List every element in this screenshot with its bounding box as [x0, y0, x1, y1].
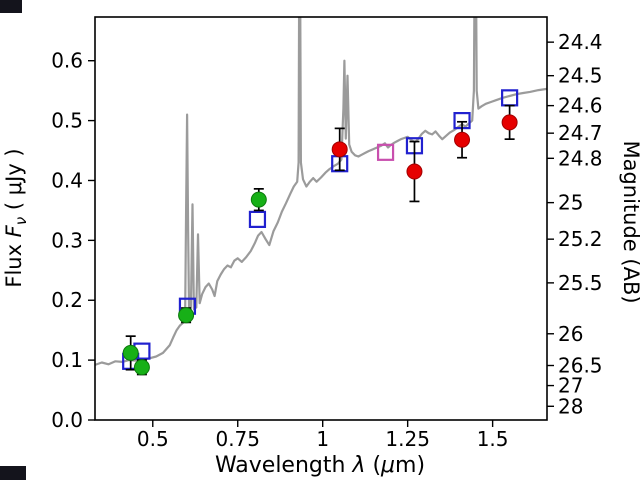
mag-tick-label: 28 [558, 394, 583, 418]
y-tick-label-left: 0.2 [51, 288, 83, 312]
mag-tick-label: 25.2 [558, 227, 603, 251]
mag-tick-label: 26 [558, 322, 583, 346]
y-tick-label-left: 0.4 [51, 168, 83, 192]
flux-symbol: F [1, 225, 26, 238]
y-tick-label-left: 0.3 [51, 228, 83, 252]
observed-red-marker [331, 141, 348, 158]
x-tick-label: 0.5 [137, 427, 169, 451]
mag-tick-label: 25 [558, 191, 583, 215]
y-axis-title-right: Magnitude (AB) [619, 140, 640, 304]
nu-subscript: ν [12, 216, 31, 226]
mag-tick-label: 27 [558, 374, 583, 398]
spectrum-line [95, 17, 547, 366]
observed-red-marker [501, 114, 518, 131]
lambda-symbol: λ [352, 453, 366, 478]
mag-tick-label: 26.5 [558, 354, 603, 378]
y-tick-label-left: 0.5 [51, 109, 83, 133]
x-tick-label: 1 [316, 427, 329, 451]
plot-frame [94, 16, 548, 421]
model-photometry-square-marker [248, 210, 267, 228]
y-tick-label-left: 0.1 [51, 348, 83, 372]
screen-artifact-bottom-left [0, 466, 26, 480]
observed-red-marker [454, 131, 471, 148]
observed-red-marker [406, 163, 423, 180]
mag-tick-label: 25.5 [558, 271, 603, 295]
screen-artifact-top-left [0, 0, 22, 13]
x-tick-label: 0.75 [215, 427, 260, 451]
mag-tick-label: 24.8 [558, 146, 603, 170]
x-axis-title-unit: m) [395, 453, 426, 478]
x-axis-title-paren: ( [365, 453, 382, 478]
observed-green-marker [133, 359, 150, 376]
observed-green-marker [122, 344, 139, 361]
extra-photometry-square-marker [376, 143, 395, 161]
x-axis-title: Wavelength λ (μm) [0, 453, 640, 478]
x-tick-label: 1.5 [477, 427, 509, 451]
mag-tick-label: 24.7 [558, 121, 603, 145]
mu-symbol: μ [381, 453, 396, 478]
observed-green-marker [250, 191, 267, 208]
mag-tick-label: 24.4 [558, 30, 603, 54]
mag-tick-label: 24.6 [558, 94, 603, 118]
y-tick-label-left: 0.6 [51, 49, 83, 73]
x-axis-title-text: Wavelength [214, 453, 353, 478]
flux-label-text: Flux [1, 237, 26, 288]
y-axis-title-left: Flux Fν ( μJy ) [2, 148, 30, 287]
flux-unit: ( μJy ) [1, 148, 26, 217]
mag-tick-label: 24.5 [558, 64, 603, 88]
observed-green-marker [178, 307, 195, 324]
y-tick-label-left: 0.0 [51, 408, 83, 432]
x-tick-label: 1.25 [385, 427, 430, 451]
